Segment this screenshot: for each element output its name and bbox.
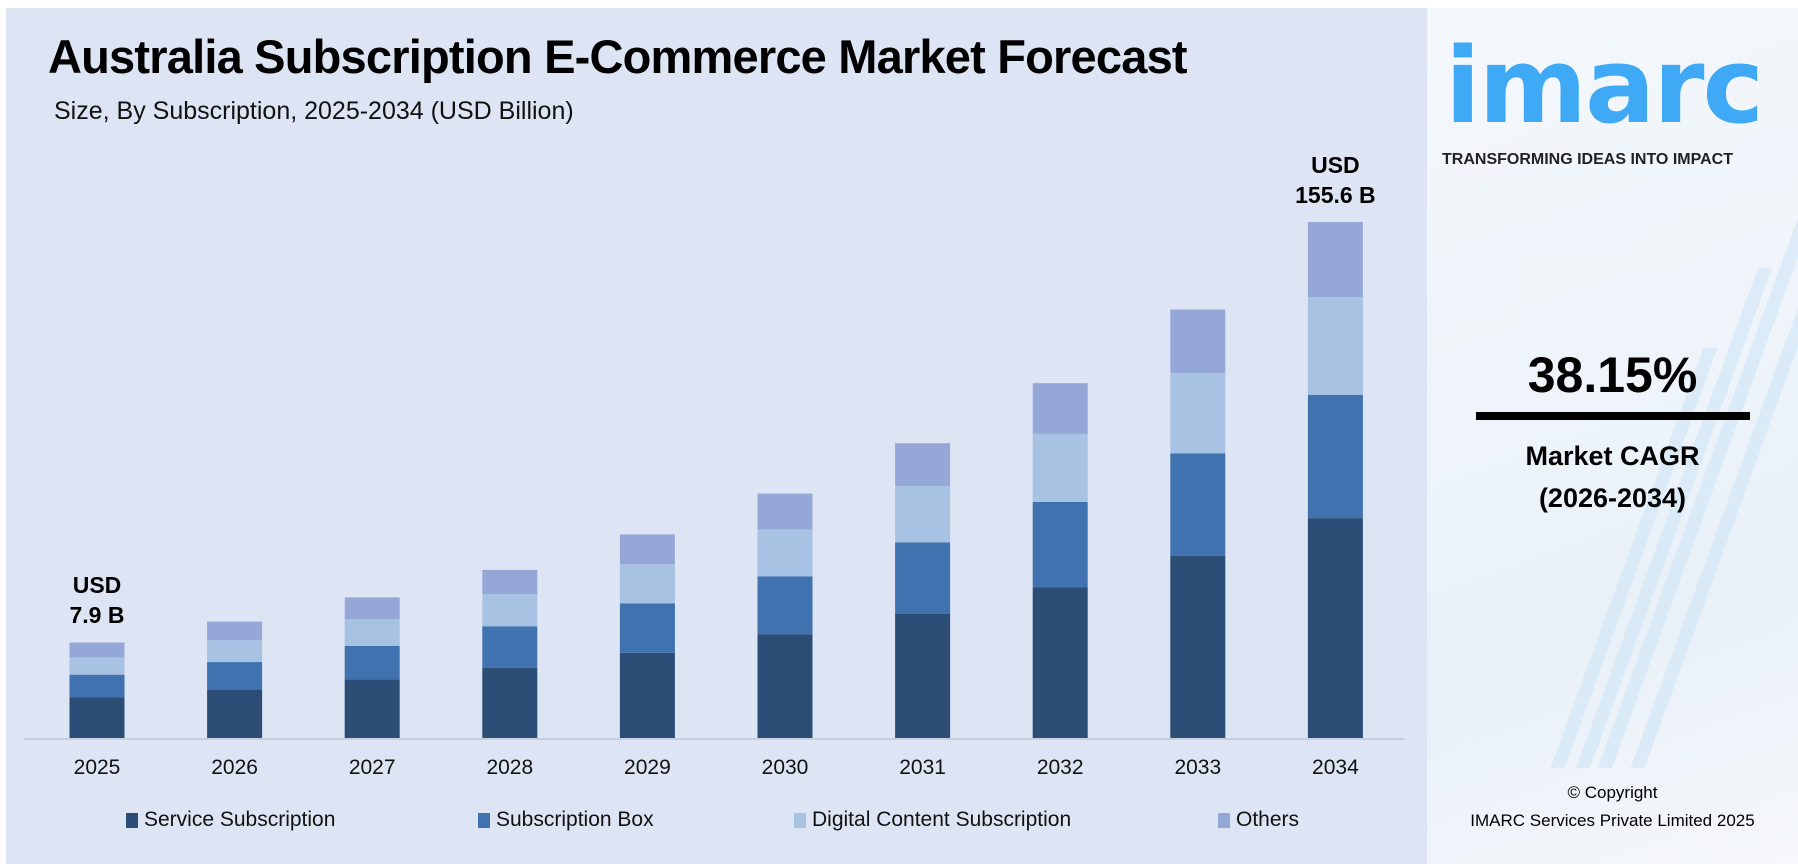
x-tick-label: 2032: [1036, 756, 1084, 779]
bar-segment-2025-2: [69, 657, 125, 675]
bar-segment-2026-0: [207, 689, 263, 738]
bar-segment-2032-1: [1032, 501, 1088, 588]
bar-segment-2028-2: [482, 594, 538, 627]
x-tick-label: 2026: [211, 756, 258, 779]
copyright-company: IMARC Services Private Limited 2025: [1470, 811, 1755, 830]
copyright-text: © Copyright: [1567, 783, 1658, 802]
bar-segment-2026-1: [207, 662, 263, 690]
bar-segment-2030-3: [757, 493, 813, 530]
bar-segment-2029-2: [619, 564, 675, 604]
bar-segment-2026-2: [207, 640, 263, 663]
total-annotation: USD 7.9 B: [27, 570, 167, 630]
legend-swatch: [126, 812, 138, 828]
x-tick-label: 2033: [1174, 756, 1222, 779]
bar-segment-2028-3: [482, 569, 538, 595]
legend-label: Subscription Box: [496, 808, 654, 831]
x-tick-label: 2031: [899, 756, 946, 779]
imarc-logo: imarc: [1445, 25, 1764, 147]
x-tick-label: 2025: [73, 756, 121, 779]
legend-label: Others: [1236, 808, 1300, 831]
legend-item: Subscription Box: [478, 808, 654, 832]
legend-item: Others: [1218, 808, 1299, 832]
bar-segment-2027-0: [344, 679, 400, 738]
background-bar-decoration: [1576, 268, 1772, 768]
annotation-line2: 7.9 B: [69, 602, 125, 629]
x-tick-label: 2034: [1312, 756, 1359, 779]
legend: Service Subscription Subscription Box Digi…: [126, 808, 1386, 836]
x-tick-label: 2030: [761, 756, 809, 779]
cagr-value: 38.15%: [1527, 347, 1698, 403]
brand-panel: [1427, 8, 1798, 864]
bar-segment-2033-3: [1170, 309, 1226, 373]
bar-segment-2032-0: [1032, 587, 1088, 738]
bar-segment-2031-1: [895, 542, 951, 614]
bar-segment-2027-3: [344, 597, 400, 620]
cagr-label: Market CAGR: [1525, 441, 1700, 471]
bar-segment-2030-2: [757, 529, 813, 577]
bar-segment-2034-2: [1307, 296, 1363, 395]
cagr-divider: [1476, 412, 1750, 420]
bar-segment-2031-0: [895, 613, 951, 738]
legend-label: Digital Content Subscription: [812, 808, 1072, 831]
chart-subtitle: Size, By Subscription, 2025-2034 (USD Bi…: [54, 97, 574, 125]
bar-segment-2029-1: [619, 603, 675, 653]
bar-segment-2027-1: [344, 645, 400, 680]
bar-segment-2025-3: [69, 642, 125, 658]
annotation-line2: 155.6 B: [1295, 182, 1376, 208]
bar-segment-2031-2: [895, 485, 951, 543]
bar-segment-2032-2: [1032, 433, 1088, 502]
bar-segment-2028-0: [482, 667, 538, 738]
bar-segment-2028-1: [482, 626, 538, 668]
bar-segment-2031-3: [895, 443, 951, 486]
x-tick-label: 2027: [348, 756, 396, 779]
legend-swatch: [794, 812, 806, 828]
legend-swatch: [1218, 812, 1230, 828]
bar-segment-2026-3: [207, 621, 263, 641]
bar-segment-2029-3: [619, 534, 675, 565]
bar-segment-2034-3: [1307, 222, 1363, 297]
bar-segment-2034-0: [1307, 518, 1363, 738]
chart-title: Australia Subscription E-Commerce Market…: [48, 30, 1188, 83]
legend-swatch: [478, 812, 490, 828]
bar-segment-2030-1: [757, 576, 813, 635]
legend-label: Service Subscription: [144, 808, 336, 831]
bar-segment-2025-1: [69, 674, 125, 698]
x-tick-label: 2028: [486, 756, 534, 779]
bar-segment-2032-3: [1032, 383, 1088, 434]
bar-segment-2033-0: [1170, 555, 1226, 738]
bar-segment-2027-2: [344, 619, 400, 646]
x-tick-label: 2029: [624, 756, 671, 779]
bar-segment-2034-1: [1307, 394, 1363, 519]
total-annotation: USD 155.6 B: [1265, 150, 1405, 210]
legend-item: Digital Content Subscription: [794, 808, 1071, 832]
stacked-bar-chart: [24, 222, 1405, 740]
bar-segment-2025-0: [69, 697, 125, 738]
annotation-line1: USD: [72, 572, 122, 599]
bar-segment-2029-0: [619, 652, 675, 738]
brand-tagline: TRANSFORMING IDEAS INTO IMPACT: [1442, 151, 1733, 168]
bar-segment-2033-1: [1170, 453, 1226, 556]
bar-segment-2030-0: [757, 634, 813, 738]
bar-segment-2033-2: [1170, 372, 1226, 454]
legend-item: Service Subscription: [126, 808, 335, 832]
annotation-line1: USD: [1311, 152, 1360, 178]
cagr-period: (2026-2034): [1538, 483, 1687, 513]
